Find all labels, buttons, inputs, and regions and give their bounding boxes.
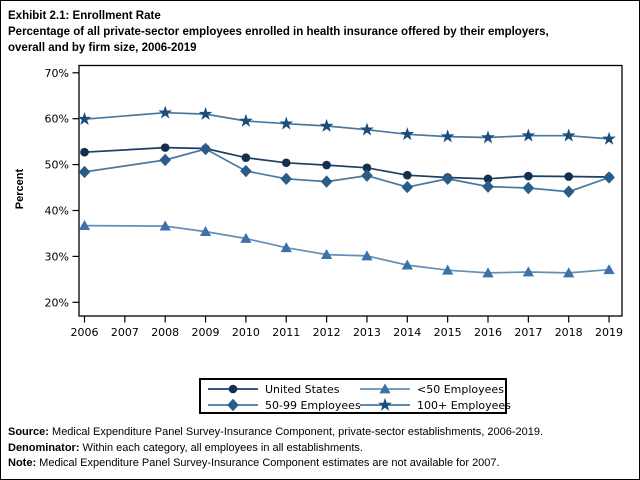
plot-box (78, 64, 623, 317)
x-tick-label: 2014 (393, 326, 421, 339)
data-point-marker (521, 128, 536, 142)
data-point-marker (160, 143, 170, 152)
data-point-marker (524, 171, 533, 181)
y-tick-label: 20% (45, 296, 69, 309)
data-point-marker (199, 226, 212, 237)
data-point-marker (378, 397, 392, 411)
data-point-marker (239, 113, 253, 127)
data-point-marker (319, 118, 334, 132)
data-point-marker (80, 147, 89, 157)
y-tick-label: 50% (45, 159, 69, 172)
y-tick-label: 40% (45, 205, 69, 218)
data-point-marker (441, 172, 454, 186)
legend-item-under-50-employees: <50 Employees (359, 381, 511, 397)
x-tick-label: 2013 (353, 326, 381, 339)
data-point-marker (562, 185, 575, 198)
x-tick-label: 2018 (555, 326, 583, 339)
data-point-marker (361, 250, 373, 261)
x-tick-label: 2015 (434, 326, 462, 339)
data-point-marker (564, 172, 573, 181)
data-point-marker (482, 180, 494, 193)
y-tick-label: 30% (45, 250, 69, 263)
data-point-marker (379, 383, 391, 394)
data-point-marker (603, 171, 615, 184)
diamond-marker-icon (208, 398, 258, 412)
data-point-marker (522, 266, 534, 277)
data-point-marker (481, 130, 495, 144)
data-point-marker (279, 116, 294, 130)
data-point-marker (159, 220, 171, 231)
legend-label: <50 Employees (417, 382, 504, 396)
data-point-marker (320, 175, 333, 188)
series-line-50-employees (84, 224, 610, 274)
x-tick-label: 2017 (514, 326, 542, 339)
data-point-marker (401, 180, 414, 194)
legend-item-100-plus-employees: 100+ Employees (359, 397, 511, 413)
data-point-marker (403, 170, 412, 180)
title-line-1: Exhibit 2.1: Enrollment Rate (8, 10, 161, 22)
x-tick-label: 2011 (272, 326, 300, 339)
data-point-marker (442, 264, 454, 275)
data-point-marker (77, 111, 92, 125)
x-tick-label: 2010 (232, 326, 260, 339)
legend-label: 100+ Employees (417, 398, 511, 412)
title-line-2: Percentage of all private-sector employe… (8, 26, 549, 38)
data-point-marker (159, 153, 171, 167)
x-tick-label: 2008 (151, 326, 179, 339)
enrollment-line-chart: 20% 30% 40% 50% 60% 70% 2006 2007 2008 2009 2010 20… (14, 64, 623, 339)
title-line-3: overall and by firm size, 2006-2019 (8, 42, 197, 54)
data-point-marker (440, 129, 455, 143)
y-axis-title: Percent (14, 168, 26, 209)
legend: United States 50-99 Employees <50 Employ… (199, 378, 511, 414)
data-point-marker (227, 398, 239, 412)
data-point-marker (401, 259, 413, 270)
data-point-marker (280, 242, 292, 253)
data-point-marker (602, 131, 616, 145)
data-point-marker (483, 174, 493, 184)
data-point-marker (198, 106, 213, 120)
data-point-marker (561, 128, 576, 142)
data-point-marker (400, 127, 415, 141)
footnotes: Source: Medical Expenditure Panel Survey… (8, 425, 543, 472)
data-point-marker (240, 164, 252, 178)
x-tick-label: 2007 (111, 326, 139, 339)
legend-item-50-99-employees: 50-99 Employees (207, 397, 361, 413)
data-point-marker (362, 163, 372, 173)
data-point-marker (321, 248, 333, 259)
data-point-marker (228, 384, 238, 394)
x-tick-label: 2006 (71, 326, 99, 339)
data-point-marker (78, 165, 91, 179)
data-point-marker (322, 160, 331, 170)
y-tick-label: 70% (45, 67, 69, 80)
data-point-marker (563, 267, 575, 278)
legend-item-united-states: United States (207, 381, 359, 397)
footnote-note: Note: Medical Expenditure Panel Survey-I… (8, 457, 500, 469)
data-point-marker (240, 232, 252, 243)
x-tick-label: 2009 (192, 326, 220, 339)
star-marker-icon (360, 397, 410, 411)
data-point-marker (241, 153, 251, 163)
legend-label: 50-99 Employees (265, 398, 361, 412)
legend-label: United States (265, 382, 340, 396)
x-tick-label: 2012 (313, 326, 341, 339)
x-tick-label: 2016 (474, 326, 502, 339)
data-point-marker (360, 122, 374, 136)
data-point-marker (78, 220, 91, 231)
chart-title: Exhibit 2.1: Enrollment Rate Percentage … (8, 8, 549, 56)
triangle-marker-icon (360, 383, 410, 394)
data-point-marker (361, 169, 373, 182)
x-tick-label: 2019 (595, 326, 623, 339)
y-tick-label: 60% (45, 113, 69, 126)
data-point-marker (281, 158, 291, 168)
data-point-marker (158, 105, 173, 119)
data-point-marker (280, 172, 293, 186)
data-point-marker (482, 267, 494, 278)
data-point-marker (199, 142, 212, 156)
circle-marker-icon (208, 384, 258, 394)
data-point-marker (522, 181, 535, 195)
footnote-source: Source: Medical Expenditure Panel Survey… (8, 426, 544, 438)
data-point-marker (603, 264, 615, 275)
footnote-denominator: Denominator: Within each category, all e… (8, 441, 363, 454)
